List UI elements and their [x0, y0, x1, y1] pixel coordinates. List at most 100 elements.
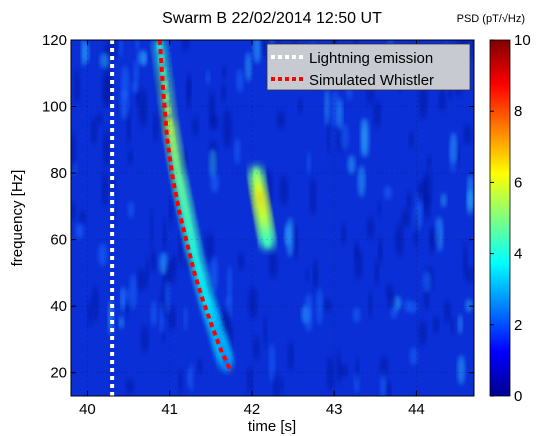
x-tick-label: 44 — [408, 401, 425, 418]
heatmap-noise-cell — [210, 255, 218, 293]
heatmap-noise-cell — [373, 100, 382, 129]
heatmap-noise-cell — [331, 90, 339, 128]
heatmap-noise-cell — [71, 202, 76, 220]
heatmap-noise-cell — [463, 242, 468, 281]
heatmap-noise-cell — [406, 191, 412, 210]
heatmap-noise-cell — [119, 89, 129, 120]
heatmap-noise-cell — [312, 259, 318, 292]
colorbar-tick-label: 6 — [514, 174, 522, 191]
heatmap-noise-cell — [142, 50, 147, 67]
heatmap-noise-cell — [248, 286, 258, 320]
colorbar-ticks: 0 2 4 6 8 10 — [490, 32, 531, 405]
heatmap-noise-cell — [101, 171, 109, 207]
heatmap-noise-cell — [75, 223, 84, 240]
heatmap-noise-cell — [236, 68, 244, 93]
colorbar-tick-label: 4 — [514, 246, 522, 263]
y-axis-ticks: 20 40 60 80 100 120 — [42, 32, 474, 382]
heatmap-noise-cell — [159, 301, 164, 334]
heatmap-noise-cell — [205, 70, 211, 85]
heatmap-noise-cell — [127, 149, 133, 165]
heatmap-noise-cell — [192, 117, 199, 136]
heatmap-noise-cell — [357, 165, 366, 198]
heatmap-noise-cell — [197, 357, 203, 375]
heatmap-noise-cell — [433, 316, 440, 334]
heatmap-noise-cell — [354, 241, 359, 259]
legend: Lightning emission Simulated Whistler — [266, 43, 471, 91]
legend-label-whistler: Simulated Whistler — [309, 72, 434, 89]
heatmap-noise-cell — [448, 87, 453, 100]
heatmap-noise-cell — [323, 298, 332, 312]
heatmap-noise-cell — [422, 271, 432, 293]
heatmap-noise-cell — [168, 306, 176, 331]
heatmap-noise-cell — [119, 40, 123, 58]
heatmap-noise-cell — [125, 297, 129, 318]
heatmap-noise-cell — [367, 216, 374, 240]
heatmap-noise-cell — [205, 232, 214, 261]
heatmap-noise-cell — [209, 91, 216, 129]
heatmap-noise-cell — [374, 260, 380, 285]
heatmap-noise-cell — [252, 40, 262, 64]
heatmap-noise-cell — [409, 347, 418, 366]
heatmap-noise-cell — [186, 80, 192, 111]
heatmap-noise-cell — [227, 323, 233, 348]
heatmap-noise-cell — [347, 154, 356, 175]
heatmap-noise-cell — [268, 251, 278, 279]
heatmap-noise-cell — [234, 137, 241, 165]
heatmap-noise-cell — [269, 343, 275, 383]
heatmap-noise-cell — [132, 81, 140, 94]
heatmap-noise-cell — [277, 110, 286, 129]
heatmap-noise-cell — [408, 131, 414, 148]
y-tick-label: 80 — [50, 165, 67, 182]
heatmap-noise-cell — [208, 148, 217, 179]
colorbar: PSD (pT/√Hz) 0 2 4 6 8 10 — [457, 13, 531, 405]
heatmap-noise-cell — [418, 320, 427, 346]
x-axis-label: time [s] — [248, 418, 296, 435]
heatmap-noise-cell — [96, 112, 103, 126]
heatmap-noise-cell — [368, 290, 373, 319]
heatmap-noise-cell — [135, 40, 140, 52]
heatmap-noise-cell — [288, 341, 294, 371]
heatmap-noise-cell — [355, 357, 359, 383]
x-tick-label: 42 — [244, 401, 261, 418]
y-tick-label: 40 — [50, 298, 67, 315]
heatmap-noise-cell — [141, 325, 149, 353]
heatmap-noise-cell — [465, 299, 473, 313]
heatmap-noise-cell — [178, 369, 183, 395]
heatmap-noise-cell — [83, 41, 90, 64]
heatmap-noise-cell — [169, 197, 173, 227]
heatmap-noise-cell — [245, 51, 252, 82]
heatmap-noise-cell — [221, 313, 230, 332]
heatmap-noise-cell — [162, 217, 167, 252]
heatmap-noise-cell — [71, 132, 76, 173]
heatmap-noise-cell — [438, 87, 446, 112]
x-tick-label: 41 — [161, 401, 178, 418]
heatmap-noise-cell — [444, 300, 451, 323]
heatmap-noise-cell — [426, 155, 432, 170]
heatmap-noise-cell — [133, 60, 139, 87]
feature-secondary-emission — [249, 164, 275, 252]
heatmap-noise-cell — [385, 380, 392, 396]
heatmap-noise-cell — [340, 123, 349, 152]
heatmap-noise-cell — [79, 210, 86, 224]
heatmap-noise-cell — [153, 112, 158, 143]
colorbar-tick-label: 0 — [514, 388, 522, 405]
heatmap-noise-cell — [304, 293, 313, 333]
heatmap-noise-cell — [210, 174, 219, 193]
heatmap-noise-cell — [253, 336, 260, 361]
heatmap-noise-cell — [450, 316, 454, 335]
heatmap-noise-cell — [401, 208, 410, 228]
heatmap-noise-cell — [90, 118, 97, 145]
heatmap-noise-cell — [98, 243, 107, 267]
heatmap-noise-cell — [273, 372, 280, 396]
heatmap-noise-cell — [129, 273, 137, 310]
heatmap-noise-cell — [181, 40, 190, 51]
heatmap-noise-cell — [92, 285, 99, 323]
y-tick-label: 100 — [42, 99, 67, 116]
y-axis-label: frequency [Hz] — [9, 170, 26, 267]
colorbar-gradient — [489, 39, 511, 397]
heatmap-noise-cell — [280, 377, 284, 395]
y-tick-label: 60 — [50, 232, 67, 249]
heatmap-noise-cell — [434, 216, 440, 246]
heatmap-noise-cell — [326, 356, 334, 392]
